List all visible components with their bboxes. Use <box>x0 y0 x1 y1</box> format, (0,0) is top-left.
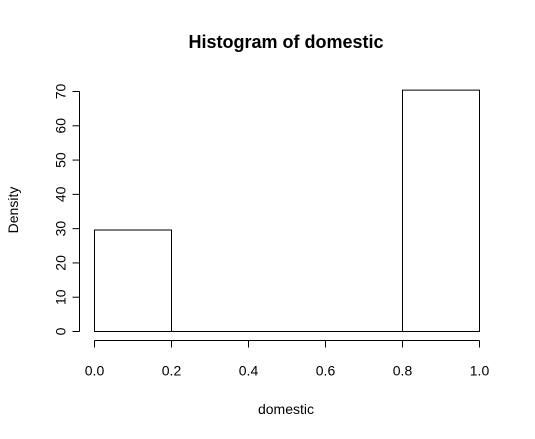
y-axis: 0 10 20 30 40 50 60 70 <box>53 84 80 335</box>
y-tick-label: 70 <box>53 84 69 100</box>
x-axis: 0.0 0.2 0.4 0.6 0.8 1.0 <box>85 340 490 379</box>
x-tick-label: 0.6 <box>316 363 336 379</box>
x-tick-label: 0.8 <box>393 363 413 379</box>
y-tick-label: 10 <box>53 289 69 305</box>
x-tick-label: 1.0 <box>470 363 490 379</box>
y-tick-label: 60 <box>53 118 69 134</box>
y-tick-label: 50 <box>53 152 69 168</box>
x-axis-title: domestic <box>258 401 314 417</box>
x-tick-label: 0.0 <box>85 363 105 379</box>
x-tick-label: 0.2 <box>162 363 182 379</box>
histogram-bar-4 <box>402 89 480 332</box>
histogram-bar-0 <box>94 229 172 332</box>
y-tick-label: 40 <box>53 186 69 202</box>
x-tick-label: 0.4 <box>239 363 259 379</box>
y-axis-title: Density <box>5 187 21 234</box>
y-tick-label: 0 <box>53 327 69 335</box>
y-tick-label: 30 <box>53 221 69 237</box>
y-tick-label: 20 <box>53 255 69 271</box>
chart-title: Histogram of domestic <box>188 32 383 52</box>
bars-group <box>94 89 480 332</box>
